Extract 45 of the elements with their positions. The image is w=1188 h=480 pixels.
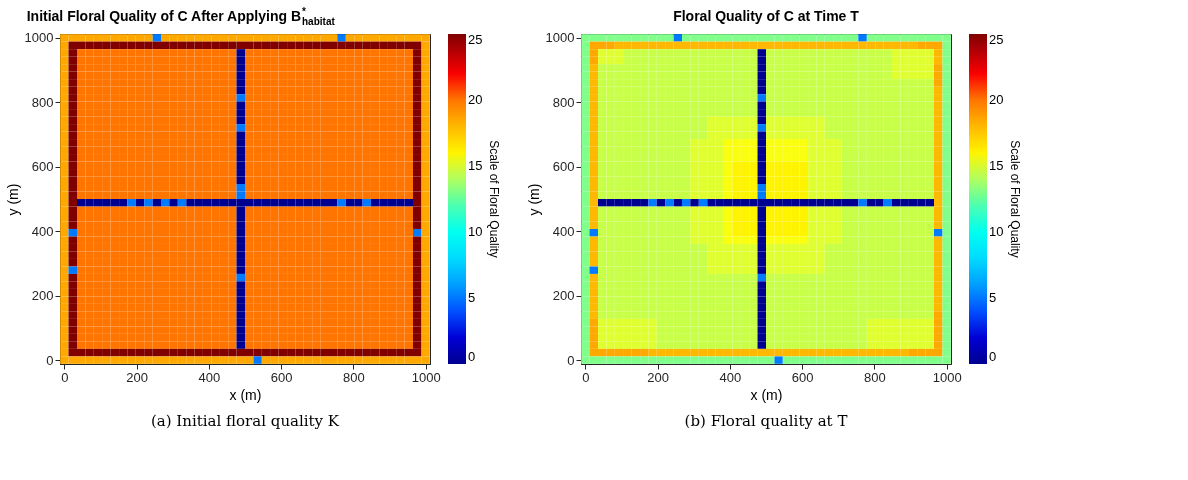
color-bar-label: 15 [989, 158, 1004, 173]
x-tick-label: 1000 [411, 369, 441, 385]
color-bar-label: 20 [989, 92, 1004, 107]
y-tick-label: 200 [31, 288, 54, 304]
y-tick-label: 400 [552, 223, 575, 239]
chart-title: Floral Quality of C at Time T [673, 8, 860, 24]
x-tick-label: 800 [864, 369, 886, 385]
color-bar-label: 25 [468, 32, 483, 47]
color-bar-label: 15 [468, 158, 483, 173]
color-bar-label: 10 [468, 224, 483, 239]
x-tick-label: 200 [126, 369, 148, 385]
x-tick-label: 1000 [932, 369, 962, 385]
y-tick-label: 400 [31, 223, 54, 239]
color-bar-label: 20 [468, 92, 483, 107]
y-tick-label: 800 [552, 94, 575, 110]
y-tick-label: 200 [552, 288, 575, 304]
x-tick-label: 0 [61, 369, 69, 385]
x-tick-label: 400 [719, 369, 742, 385]
x-tick-label: 400 [198, 369, 221, 385]
text: (b) Floral quality at T [684, 412, 848, 430]
color-bar-title: Scale of Floral Quality [1008, 140, 1022, 258]
color-bar-label: 5 [468, 290, 476, 305]
y-tick-label: 1000 [545, 30, 575, 46]
x-axis-title: x (m) [750, 386, 783, 403]
y-tick-label: 600 [31, 159, 54, 175]
y-tick-label: 600 [552, 159, 575, 175]
x-tick-label: 0 [582, 369, 590, 385]
y-tick-label: 0 [46, 352, 54, 368]
color-bar-label: 5 [989, 290, 997, 305]
color-bar-label: 0 [989, 349, 997, 364]
x-tick-label: 800 [343, 369, 365, 385]
y-tick-label: 1000 [24, 30, 54, 46]
x-tick-label: 200 [647, 369, 669, 385]
y-axis-title: y (m) [4, 183, 21, 216]
x-axis-title: x (m) [229, 386, 262, 403]
color-bar-label: 25 [989, 32, 1004, 47]
text: (a) Initial floral quality K [150, 412, 340, 430]
y-tick-label: 800 [31, 94, 54, 110]
color-bar-label: 10 [989, 224, 1004, 239]
x-tick-label: 600 [270, 369, 293, 385]
color-bar-title: Scale of Floral Quality [487, 140, 501, 258]
color-bar-label: 0 [468, 349, 476, 364]
x-tick-label: 600 [791, 369, 814, 385]
y-axis-title: y (m) [525, 183, 542, 216]
y-tick-label: 0 [567, 352, 575, 368]
